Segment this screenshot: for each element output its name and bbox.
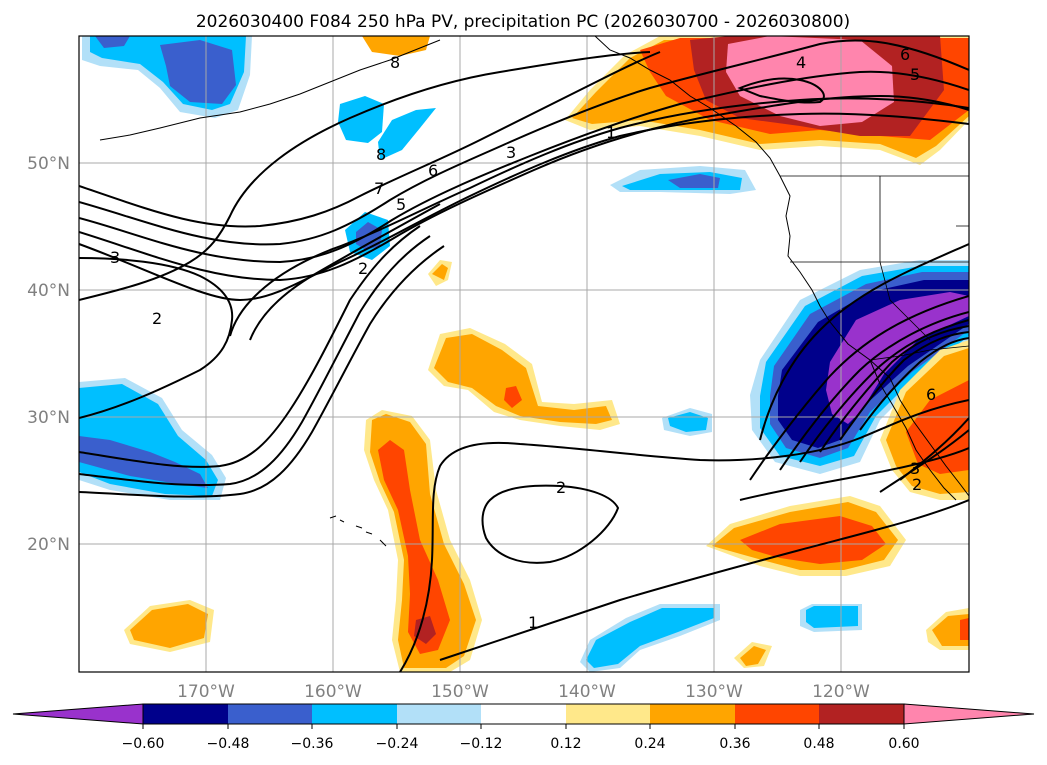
pv-contour-trough-6 xyxy=(859,337,969,431)
precip-negative-aleutian-east xyxy=(378,108,436,160)
contour-label-6: 6 xyxy=(428,161,438,180)
lon-label-160w: 160°W xyxy=(304,682,362,702)
contour-label-2: 2 xyxy=(358,259,368,278)
pv-contour-trough-2 xyxy=(779,311,969,471)
colorbar-extend-high xyxy=(903,703,1035,725)
pv-contour-6-north xyxy=(79,39,969,246)
pv-contour-3-north xyxy=(79,112,969,302)
colorbar-tick-label-2: −0.48 xyxy=(207,736,250,752)
pv-contour-2-se xyxy=(739,447,969,501)
colorbar-tick-label-8: 0.36 xyxy=(719,736,750,752)
lat-label-40n: 40°N xyxy=(27,281,70,301)
map-panel: 8 8 7 6 5 3 2 1 3 2 2 1 4 5 6 6 3 2 xyxy=(79,36,969,672)
pv-contour-se-2 xyxy=(899,417,969,481)
colorbar-bin-7 xyxy=(650,704,735,724)
precip-positive-central xyxy=(428,328,620,430)
colorbar-tick-label-10: 0.60 xyxy=(888,736,919,752)
colorbar-bin-4 xyxy=(397,704,481,724)
lon-label-140w: 140°W xyxy=(558,682,616,702)
latitude-labels: 50°N 40°N 30°N 20°N xyxy=(27,154,70,555)
colorbar-bin-6 xyxy=(566,704,650,724)
graticule xyxy=(79,36,969,672)
pv-contour-4 xyxy=(79,94,969,282)
colorbar-ticks xyxy=(142,724,905,729)
pv-contour-jet-lower-2 xyxy=(79,235,431,487)
map-title: 2026030400 F084 250 hPa PV, precipitatio… xyxy=(196,12,850,32)
colorbar-tick-label-1: −0.60 xyxy=(122,736,165,752)
lon-label-130w: 130°W xyxy=(685,682,743,702)
pv-contour-trough-4 xyxy=(819,325,969,453)
colorbar-outline xyxy=(142,703,905,725)
contour-label-4-ne: 4 xyxy=(796,53,806,72)
pv-contour-trough-3 xyxy=(799,319,969,463)
contour-label-8-north: 8 xyxy=(390,53,400,72)
contour-label-1-south: 1 xyxy=(528,613,538,632)
contour-label-8-aleutian: 8 xyxy=(376,145,386,164)
pv-contour-5 xyxy=(79,70,969,264)
longitude-labels: 170°W 160°W 150°W 140°W 130°W 120°W xyxy=(177,682,870,702)
coast-baja xyxy=(869,359,957,501)
colorbar-tick-label-9: 0.48 xyxy=(803,736,834,752)
pv-contour-3-west xyxy=(79,257,234,419)
colorbar-bin-2 xyxy=(228,704,312,724)
pv-contour-jet-lower-1 xyxy=(79,225,421,468)
colorbar-tick-labels: −0.60 −0.48 −0.36 −0.24 −0.12 0.12 0.24 … xyxy=(122,736,920,752)
contour-label-1-north: 1 xyxy=(606,123,616,142)
pv-contour-7 xyxy=(79,51,661,228)
pv-contour-trough-outer xyxy=(759,243,969,441)
pv-contour-1-north xyxy=(79,51,651,301)
contour-label-3: 3 xyxy=(506,143,516,162)
lat-label-20n: 20°N xyxy=(27,535,70,555)
colorbar-tick-label-3: −0.36 xyxy=(291,736,334,752)
pv-contour-2-north xyxy=(229,97,969,337)
colorbar-tick-label-5: −0.12 xyxy=(460,736,503,752)
precip-positive-hawaii xyxy=(364,410,482,672)
lon-label-170w: 170°W xyxy=(177,682,235,702)
contour-label-2-west: 2 xyxy=(152,309,162,328)
pv-contour-subtropic-2 xyxy=(399,399,969,672)
contour-label-7: 7 xyxy=(374,179,384,198)
pv-contour-jet-upper-1 xyxy=(249,203,441,341)
pv-contour-se-1 xyxy=(879,429,969,493)
precip-negative-north-west xyxy=(82,36,252,118)
contour-labels: 8 8 7 6 5 3 2 1 3 2 2 1 4 5 6 6 3 2 xyxy=(110,45,936,632)
contour-label-6-se: 6 xyxy=(926,385,936,404)
pv-contours xyxy=(79,39,969,672)
colorbar-bin-8 xyxy=(735,704,819,724)
contour-label-2-se: 2 xyxy=(912,475,922,494)
contour-label-5: 5 xyxy=(396,195,406,214)
contour-label-3-se: 3 xyxy=(910,459,920,478)
contour-label-3-west: 3 xyxy=(110,248,120,267)
colorbar-bin-3 xyxy=(312,704,397,724)
precip-positive-south-east xyxy=(706,496,906,576)
coast-aleutians xyxy=(99,39,441,141)
pv-contour-jet-lower-3 xyxy=(79,245,445,498)
pv-contour-1-south xyxy=(439,499,969,661)
precip-negative-west xyxy=(79,378,226,500)
colorbar-bin-5 xyxy=(481,704,566,724)
lon-label-150w: 150°W xyxy=(431,682,489,702)
map-frame xyxy=(78,35,970,673)
contour-label-6-ne: 6 xyxy=(900,45,910,64)
coast-north-america xyxy=(594,36,969,497)
pv-contour-ne-loop xyxy=(737,77,825,104)
border-states xyxy=(790,176,969,341)
contour-label-5-ne: 5 xyxy=(910,65,920,84)
colorbar: −0.60 −0.48 −0.36 −0.24 −0.12 0.12 0.24 … xyxy=(12,703,1035,752)
colorbar-tick-label-7: 0.24 xyxy=(634,736,665,752)
pv-contour-trough-1 xyxy=(749,295,969,481)
pv-contour-subtropic-2-loop xyxy=(481,484,620,564)
colorbar-extend-low xyxy=(12,703,144,725)
pv-contour-trough-5 xyxy=(839,331,969,441)
lon-label-120w: 120°W xyxy=(812,682,870,702)
colorbar-tick-label-4: −0.24 xyxy=(376,736,419,752)
coast-hawaii xyxy=(329,515,387,547)
lat-label-50n: 50°N xyxy=(27,154,70,174)
contour-label-2-subtropic: 2 xyxy=(556,478,566,497)
lat-label-30n: 30°N xyxy=(27,408,70,428)
colorbar-bin-1 xyxy=(143,704,228,724)
colorbar-tick-label-6: 0.12 xyxy=(550,736,581,752)
colorbar-bin-9 xyxy=(819,704,904,724)
